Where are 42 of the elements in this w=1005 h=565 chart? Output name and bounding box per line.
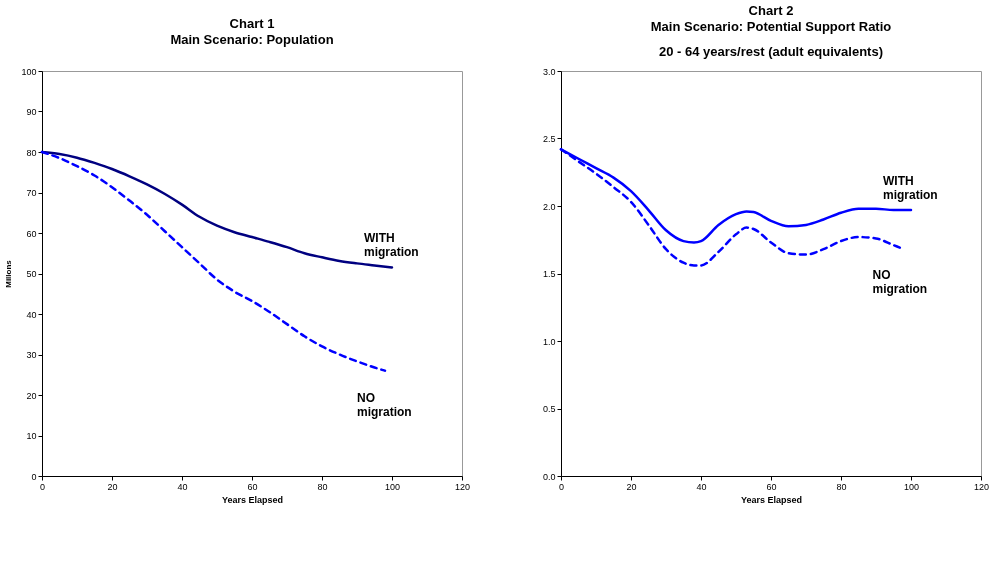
y-tick-label: 0.5	[542, 404, 556, 414]
y-tick-label: 1.0	[542, 336, 556, 347]
x-tick-label: 80	[317, 481, 328, 492]
x-tick-label: 0	[39, 481, 46, 492]
y-tick-label: 100	[21, 66, 37, 77]
chart-subtitle: 20 - 64 years/rest (adult equivalents)	[659, 44, 883, 59]
y-tick-label: 10	[26, 431, 37, 441]
y-tick-label: 80	[26, 147, 37, 158]
y-tick-label: 0.0	[542, 471, 556, 482]
x-tick-label: 20	[626, 481, 637, 492]
x-tick-label: 40	[177, 481, 188, 492]
x-axis-title: Years Elapsed	[221, 494, 284, 505]
y-tick-label: 50	[26, 269, 37, 279]
y-tick-label: 90	[26, 107, 37, 117]
x-tick-label: 80	[836, 481, 847, 492]
x-tick-label: 100	[384, 481, 401, 492]
x-tick-label: 20	[107, 481, 118, 492]
series-label: WITH migration	[364, 231, 419, 260]
series-label: WITH migration	[883, 174, 938, 203]
chart-title: Chart 1 Main Scenario: Population	[170, 16, 334, 47]
x-tick-label: 100	[903, 481, 920, 492]
x-tick-label: 120	[973, 481, 990, 492]
y-tick-label: 60	[26, 228, 37, 239]
x-axis-title: Years Elapsed	[740, 494, 803, 505]
y-tick-label: 2.0	[542, 201, 556, 212]
y-axis-title: Millons	[4, 259, 14, 288]
y-tick-label: 30	[26, 350, 37, 360]
x-tick-label: 60	[766, 481, 777, 492]
y-tick-label: 3.0	[542, 66, 556, 77]
x-tick-label: 0	[558, 481, 565, 492]
text: NO migration	[872, 267, 928, 296]
x-tick-label: 40	[696, 481, 707, 492]
y-tick-label: 0	[31, 471, 37, 482]
x-tick-label: 60	[247, 481, 258, 492]
chart-title: Chart 2 Main Scenario: Potential Support Ratio	[650, 3, 892, 34]
text: NO migration	[357, 390, 412, 419]
y-tick-label: 40	[26, 309, 37, 320]
x-tick-label: 120	[454, 481, 471, 492]
y-tick-label: 20	[26, 390, 37, 401]
y-tick-label: 70	[26, 188, 37, 198]
y-tick-label: 1.5	[542, 269, 556, 279]
y-tick-label: 2.5	[542, 134, 556, 144]
